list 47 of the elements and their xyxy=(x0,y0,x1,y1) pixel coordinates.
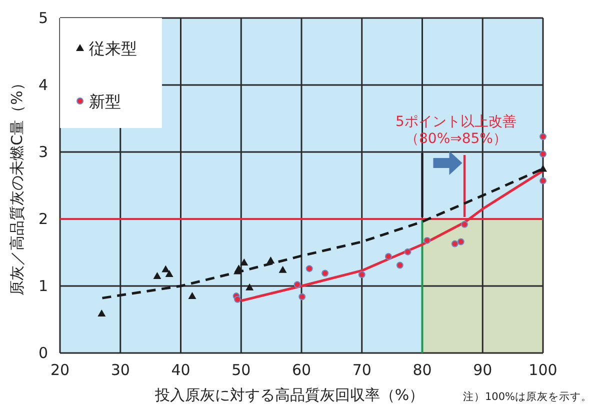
y-axis-title: 原灰／高品質灰の未燃C量（%） xyxy=(8,76,26,296)
point xyxy=(98,309,106,316)
x-tick-label: 90 xyxy=(473,361,492,379)
point xyxy=(396,262,404,269)
point xyxy=(404,248,412,256)
legend-label: 従来型 xyxy=(89,39,137,58)
point xyxy=(540,133,546,140)
y-tick-label: 5 xyxy=(38,9,48,27)
point xyxy=(384,253,392,260)
point xyxy=(240,258,248,266)
y-tick-label: 0 xyxy=(38,344,48,362)
point xyxy=(540,177,546,184)
point xyxy=(234,296,242,303)
x-axis-title: 投入原灰に対する高品質灰回収率（%） xyxy=(154,386,424,404)
point xyxy=(294,281,301,288)
y-tick-label: 4 xyxy=(38,76,48,94)
point xyxy=(539,164,547,172)
x-tick-label: 80 xyxy=(412,361,432,379)
point xyxy=(322,270,329,277)
x-tick-label: 40 xyxy=(171,361,190,379)
point xyxy=(306,265,313,272)
point xyxy=(278,266,287,273)
point xyxy=(266,256,275,264)
x-tick-label: 60 xyxy=(292,361,312,379)
point xyxy=(451,240,458,248)
point xyxy=(162,265,170,272)
y-tick-label: 1 xyxy=(38,277,48,295)
point xyxy=(246,283,254,290)
text: 注）100%は原灰を示す。 xyxy=(462,390,592,403)
point xyxy=(461,220,468,228)
point xyxy=(457,238,464,246)
point xyxy=(165,270,174,277)
y-tick-label: 3 xyxy=(38,143,48,161)
x-tick-label: 20 xyxy=(50,361,70,379)
x-tick-label: 70 xyxy=(352,361,372,379)
point xyxy=(234,264,243,272)
point xyxy=(358,271,366,278)
x-tick-label: 30 xyxy=(110,361,130,379)
point xyxy=(153,272,162,279)
point xyxy=(298,293,306,300)
x-tick-label: 100 xyxy=(528,361,558,379)
point xyxy=(540,150,546,158)
point xyxy=(424,236,431,244)
point xyxy=(188,292,196,300)
legend-label: 新型 xyxy=(89,92,121,111)
x-tick-label: 50 xyxy=(232,361,251,379)
y-tick-label: 2 xyxy=(38,210,48,228)
